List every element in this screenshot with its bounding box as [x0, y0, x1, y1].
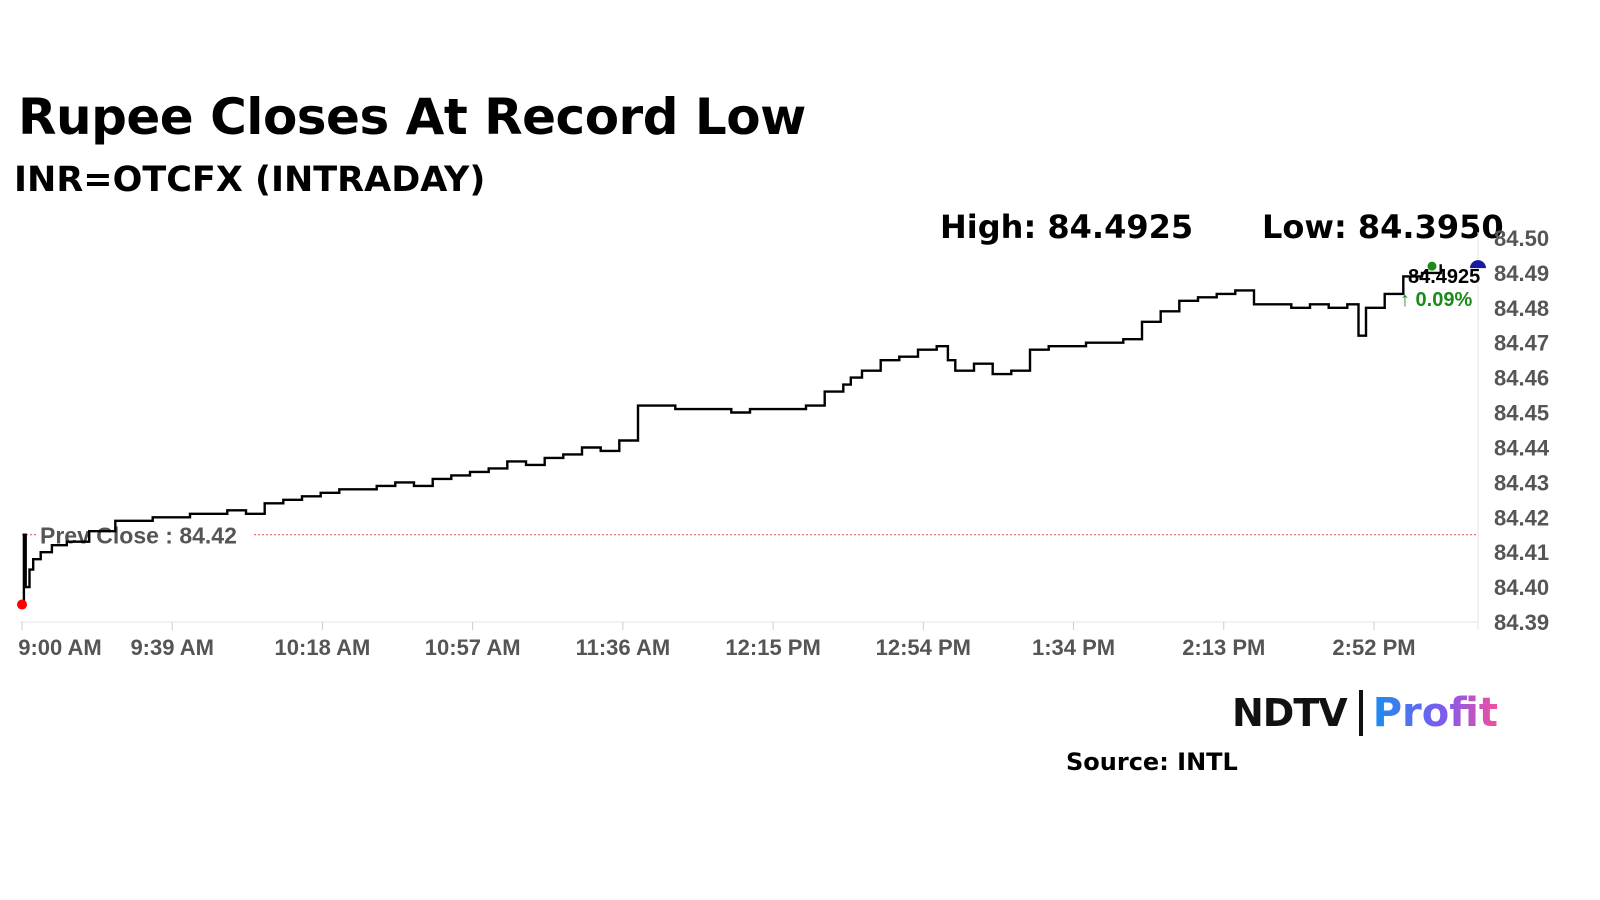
y-tick-label: 84.41 — [1494, 540, 1549, 565]
y-tick-label: 84.45 — [1494, 401, 1549, 426]
last-price-label: 84.4925 — [1408, 266, 1480, 288]
low-value: Low: 84.3950 — [1262, 208, 1504, 246]
prev-close-label-bg — [36, 520, 254, 549]
y-tick-label: 84.47 — [1494, 331, 1549, 356]
y-tick-label: 84.48 — [1494, 296, 1549, 321]
y-tick-label: 84.44 — [1494, 435, 1550, 460]
x-tick-label: 12:15 PM — [725, 635, 820, 660]
x-tick-label: 2:52 PM — [1332, 635, 1415, 660]
brand-divider — [1358, 690, 1363, 736]
x-tick-label: 9:00 AM — [18, 635, 102, 660]
y-tick-label: 84.49 — [1494, 261, 1549, 286]
ndtv-profit-logo: NDTV Profit — [1232, 690, 1498, 750]
chart-title: Rupee Closes At Record Low — [18, 88, 806, 146]
x-tick-label: 12:54 PM — [876, 635, 971, 660]
brand-ndtv: NDTV — [1232, 691, 1348, 735]
y-tick-label: 84.39 — [1494, 610, 1549, 635]
open-point — [17, 599, 27, 610]
y-tick-label: 84.50 — [1494, 226, 1549, 251]
y-tick-label: 84.46 — [1494, 366, 1549, 391]
brand-profit: Profit — [1372, 690, 1498, 736]
close-point — [1470, 260, 1486, 269]
x-tick-label: 2:13 PM — [1182, 635, 1265, 660]
chart-subtitle: INR=OTCFX (INTRADAY) — [14, 160, 486, 200]
prev-close-label: Prev Close : 84.42 — [40, 523, 237, 549]
y-tick-label: 84.43 — [1494, 470, 1549, 495]
last-price-marker — [1427, 261, 1437, 271]
high-value: High: 84.4925 — [940, 208, 1194, 246]
x-tick-label: 9:39 AM — [130, 635, 214, 660]
last-change-label: ↑ 0.09% — [1400, 289, 1472, 311]
series-line — [22, 264, 1442, 606]
y-tick-label: 84.40 — [1494, 575, 1549, 600]
x-tick-label: 1:34 PM — [1032, 635, 1115, 660]
x-tick-label: 10:57 AM — [425, 635, 521, 660]
source-note: Source: INTL — [1066, 748, 1238, 776]
y-tick-label: 84.42 — [1494, 505, 1549, 530]
x-tick-label: 10:18 AM — [275, 635, 371, 660]
x-tick-label: 11:36 AM — [576, 635, 671, 660]
axis-ticks: 84.50 84.49 84.48 84.47 84.46 84.45 84.44 84.43… — [18, 226, 1550, 660]
